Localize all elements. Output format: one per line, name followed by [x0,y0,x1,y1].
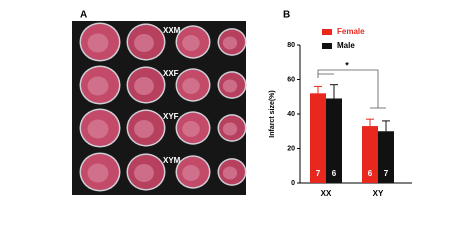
y-tick-label: 0 [291,180,295,187]
brain-slices [79,22,247,192]
row-label: XYF [163,112,179,121]
significance-label: * [345,60,349,70]
x-tick-label: XX [321,189,332,198]
slice-core [222,166,238,180]
slice-core [182,35,200,51]
bar [362,126,378,183]
y-tick-label: 60 [287,76,295,83]
slice-core [182,121,200,137]
bar [378,131,394,183]
row-label: XXM [163,26,181,35]
x-tick-label: XY [373,189,384,198]
slice-core [87,76,109,96]
slice-core [182,78,200,94]
legend-label: Male [337,41,355,50]
n-label: 7 [384,169,389,178]
slice-core [222,36,238,50]
legend-swatch [322,43,332,49]
bar [310,93,326,183]
slice-core [87,163,109,183]
panel-label: A [80,10,87,21]
n-label: 7 [316,169,321,178]
slice-core [134,164,154,182]
slice-core [134,120,154,138]
slice-core [222,122,238,136]
bar [326,98,342,183]
legend-label: Female [337,27,365,36]
panel-label: B [283,10,290,21]
figure: A B XXM XXF XYF XYM 0 20 40 60 80 Infarct size(%)… [72,10,412,198]
y-tick-label: 20 [287,145,295,152]
slice-core [87,119,109,139]
n-label: 6 [332,169,337,178]
significance-bracket [317,69,386,109]
row-label: XYM [163,156,181,165]
legend-swatch [322,29,332,35]
slice-core [134,34,154,52]
slice-core [182,165,200,181]
y-tick-label: 40 [287,111,295,118]
row-label: XXF [163,69,179,78]
y-tick-label: 80 [287,42,295,49]
slice-core [222,79,238,93]
n-label: 6 [368,169,373,178]
y-axis-label: Infarct size(%) [269,90,276,137]
slice-core [134,77,154,95]
slice-core [87,33,109,53]
